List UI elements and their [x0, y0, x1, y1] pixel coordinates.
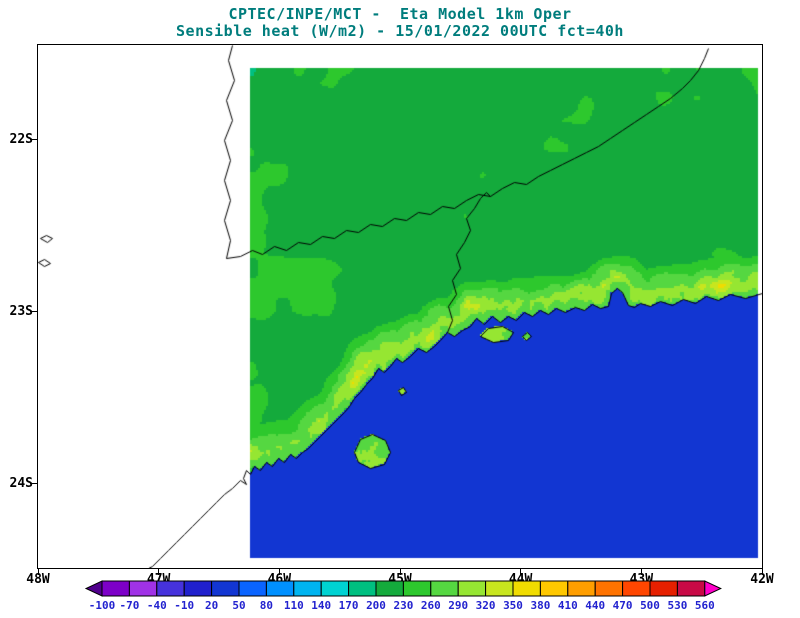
colorbar-tick-label: 230 — [393, 599, 413, 612]
x-tick-mark — [278, 569, 280, 575]
y-tick-mark — [30, 483, 37, 485]
colorbar-segment — [539, 580, 569, 597]
colorbar-tick-label: 560 — [695, 599, 715, 612]
colorbar-tick-label: 200 — [366, 599, 386, 612]
colorbar-segment — [375, 580, 404, 597]
colorbar-tick-label: 320 — [476, 599, 496, 612]
colorbar-tick-label: 530 — [667, 599, 687, 612]
colorbar-tick-label: 110 — [284, 599, 304, 612]
y-tick-mark — [30, 311, 37, 313]
x-tick-mark — [399, 569, 401, 575]
colorbar-segment — [567, 580, 596, 597]
x-tick-label: 48W — [26, 572, 50, 587]
colorbar-tick-label: 170 — [339, 599, 359, 612]
colorbar-segment — [293, 580, 322, 597]
colorbar-tick-label: 260 — [421, 599, 441, 612]
y-tick-label: 22S — [9, 131, 33, 147]
colorbar-tick-label: -40 — [147, 599, 167, 612]
colorbar-segment — [676, 580, 706, 597]
colorbar-tick-label: 80 — [260, 599, 273, 612]
colorbar: -100 -70 -40 -10 20 50 80 110 140 170 200 230 260 290… — [84, 580, 722, 612]
colorbar-segment — [622, 580, 651, 597]
heatmap-canvas — [38, 45, 762, 568]
colorbar-segment — [485, 580, 514, 597]
colorbar-segment — [402, 580, 432, 597]
y-tick-mark — [30, 139, 37, 141]
colorbar-tick-label: 440 — [585, 599, 605, 612]
colorbar-segment — [320, 580, 350, 597]
colorbar-tick-label: 20 — [205, 599, 218, 612]
colorbar-left-arrow — [84, 580, 103, 597]
colorbar-tick-label: -70 — [119, 599, 139, 612]
colorbar-segment — [430, 580, 459, 597]
y-tick-label: 23S — [9, 303, 33, 319]
colorbar-segment — [348, 580, 377, 597]
y-tick-label: 24S — [9, 475, 33, 491]
colorbar-segment — [265, 580, 295, 597]
plot-title-line1: CPTEC/INPE/MCT - Eta Model 1km Oper — [228, 5, 572, 23]
plot-title-line2: Sensible heat (W/m2) - 15/01/2022 00UTC … — [176, 22, 624, 40]
colorbar-tick-label: 470 — [613, 599, 633, 612]
x-tick-mark — [37, 569, 39, 575]
x-tick-label: 42W — [750, 572, 774, 587]
colorbar-segment — [594, 580, 624, 597]
colorbar-tick-label: -100 — [89, 599, 116, 612]
colorbar-tick-label: 500 — [640, 599, 660, 612]
map-frame — [37, 44, 763, 569]
colorbar-segment — [128, 580, 158, 597]
x-tick-mark — [640, 569, 642, 575]
colorbar-segment — [649, 580, 678, 597]
x-tick-mark — [761, 569, 763, 575]
colorbar-tick-label: 290 — [448, 599, 468, 612]
colorbar-segment — [512, 580, 541, 597]
colorbar-tick-label: 410 — [558, 599, 578, 612]
colorbar-right-arrow — [704, 580, 722, 597]
colorbar-tick-label: -10 — [174, 599, 194, 612]
x-tick-mark — [520, 569, 522, 575]
colorbar-segment — [457, 580, 487, 597]
colorbar-tick-label: 350 — [503, 599, 523, 612]
title-block: CPTEC/INPE/MCT - Eta Model 1km Oper Sens… — [0, 6, 800, 40]
colorbar-tick-label: 50 — [232, 599, 245, 612]
colorbar-tick-label: 380 — [530, 599, 550, 612]
colorbar-segment — [183, 580, 213, 597]
colorbar-segment — [101, 580, 130, 597]
colorbar-segment — [156, 580, 185, 597]
colorbar-segment — [211, 580, 240, 597]
x-tick-mark — [158, 569, 160, 575]
colorbar-segment — [238, 580, 267, 597]
colorbar-tick-label: 140 — [311, 599, 331, 612]
